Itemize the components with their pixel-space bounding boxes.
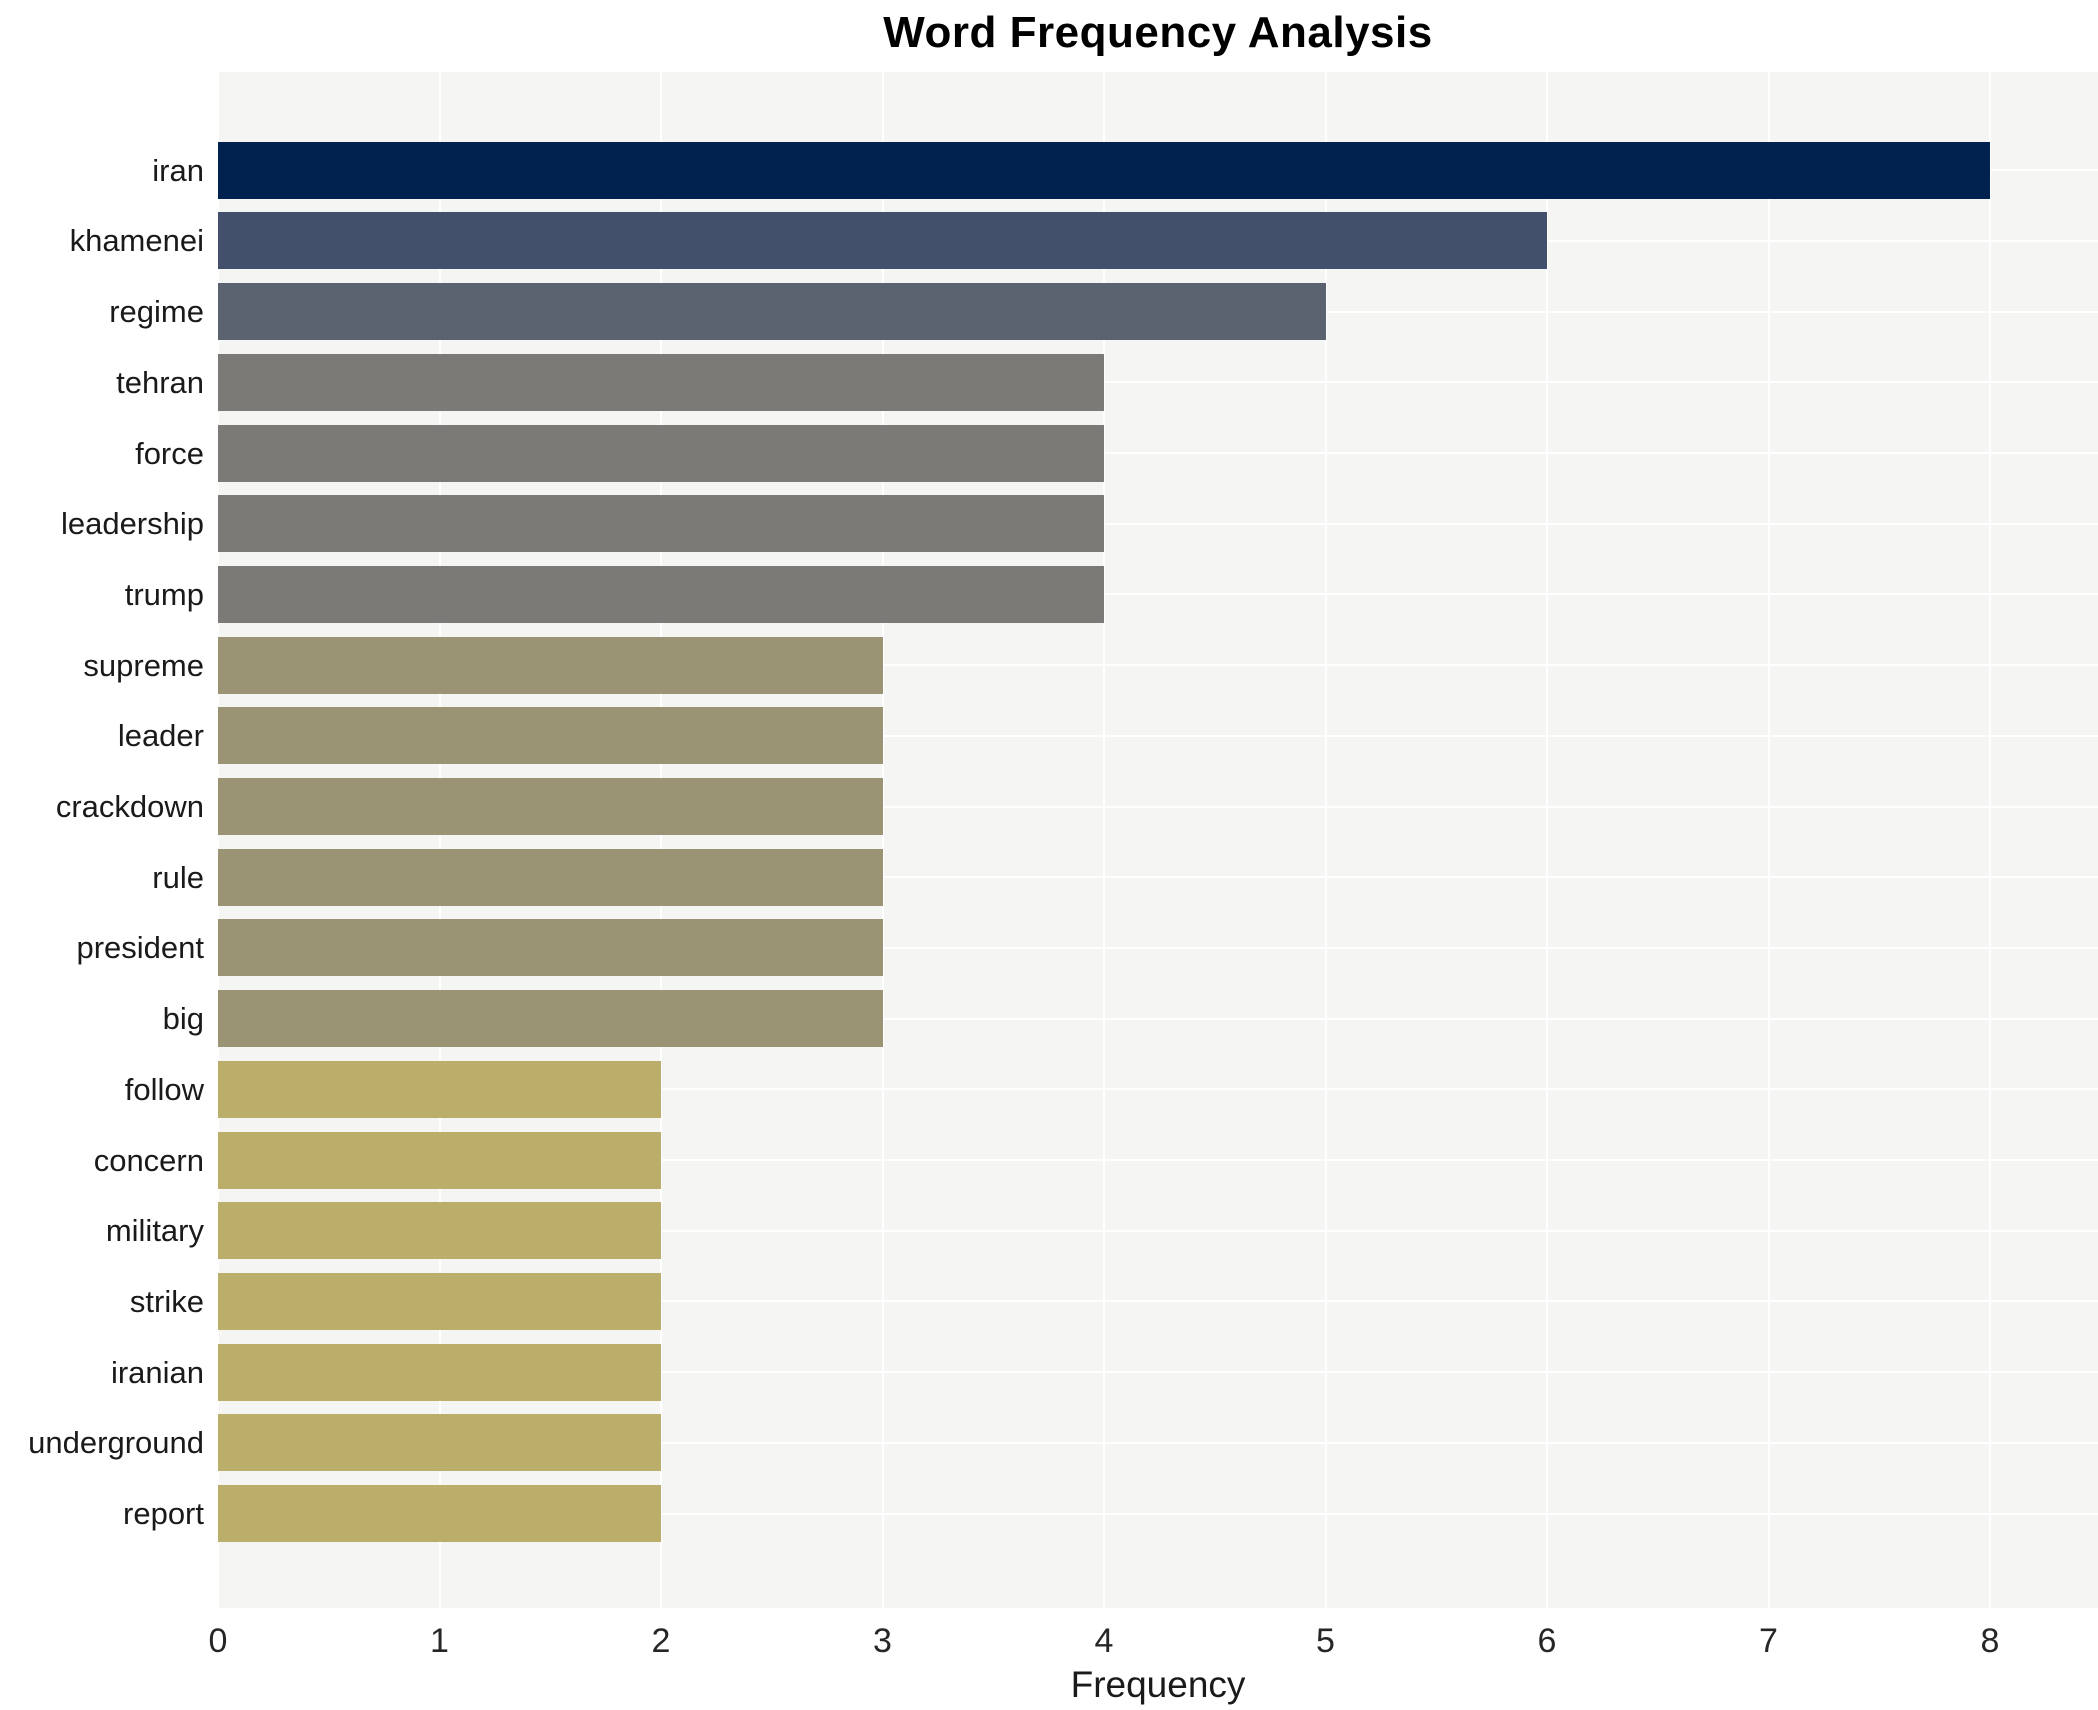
y-gridline-leader [218, 734, 2098, 737]
bar-tehran [218, 353, 1104, 411]
y-tick-label-president: president [76, 930, 204, 966]
x-tick-label-7: 7 [1759, 1622, 1778, 1660]
y-tick-label-supreme: supreme [83, 647, 204, 683]
bar-military [218, 1202, 661, 1260]
x-tick-label-4: 4 [1094, 1622, 1114, 1660]
x-axis-label: Frequency [1070, 1664, 1246, 1705]
bar-follow [218, 1060, 661, 1118]
y-tick-label-force: force [135, 435, 204, 471]
plot-area [217, 72, 2098, 1608]
y-gridline-follow [218, 1088, 2098, 1091]
y-tick-label-crackdown: crackdown [55, 789, 204, 824]
x-gridline-8 [1989, 72, 1991, 1608]
x-gridline-6 [1546, 72, 1548, 1608]
y-gridline-underground [218, 1441, 2098, 1444]
y-gridline-leadership [218, 522, 2098, 525]
x-tick-label-0: 0 [208, 1622, 228, 1660]
x-tick-label-3: 3 [873, 1622, 892, 1660]
y-gridline-rule [218, 876, 2098, 879]
y-tick-label-strike: strike [129, 1283, 204, 1319]
y-tick-label-trump: trump [124, 576, 204, 612]
x-gridline-1 [438, 72, 441, 1608]
x-tick-label-1: 1 [430, 1622, 449, 1660]
y-tick-label-rule: rule [152, 859, 204, 895]
y-tick-label-regime: regime [109, 294, 204, 330]
y-tick-label-military: military [105, 1213, 204, 1249]
bar-strike [218, 1272, 661, 1330]
y-tick-label-leadership: leadership [60, 506, 204, 542]
x-gridline-4 [1103, 72, 1105, 1608]
bar-iran [218, 141, 1990, 199]
y-gridline-report [218, 1512, 2098, 1515]
y-gridline-tehran [218, 381, 2098, 384]
x-gridline-2 [660, 72, 662, 1608]
y-tick-label-khamenei: khamenei [69, 223, 204, 259]
bar-president [218, 919, 883, 977]
bar-force [218, 424, 1104, 482]
x-tick-label-5: 5 [1316, 1622, 1335, 1660]
y-gridline-strike [218, 1300, 2098, 1303]
y-axis-labels: iran khamenei regime tehran force leadership t… [0, 72, 204, 1608]
x-axis-ticks: 0 1 2 3 4 5 6 7 8 [209, 1622, 2098, 1666]
y-gridline-big [218, 1017, 2098, 1020]
bar-rule [218, 848, 883, 906]
bar-iranian [218, 1343, 661, 1401]
bar-concern [218, 1131, 661, 1189]
bar-supreme [218, 636, 883, 694]
y-tick-label-concern: concern [93, 1142, 204, 1178]
y-gridline-concern [218, 1159, 2098, 1161]
bar-khamenei [218, 212, 1547, 270]
y-gridline-president [218, 946, 2098, 949]
y-tick-label-iran: iran [152, 152, 204, 188]
x-tick-label-6: 6 [1537, 1622, 1557, 1660]
y-gridline-supreme [218, 664, 2098, 667]
x-gridline-0 [217, 72, 219, 1608]
y-gridline-iranian [218, 1371, 2098, 1374]
y-gridline-crackdown [218, 805, 2098, 808]
bar-leader [218, 707, 883, 765]
chart-title: Word Frequency Analysis [883, 8, 1433, 57]
y-tick-label-leader: leader [117, 718, 204, 754]
bar-report [218, 1485, 661, 1542]
x-gridline-7 [1767, 72, 1770, 1608]
y-tick-label-report: report [123, 1496, 204, 1531]
y-gridline-trump [218, 593, 2098, 596]
bar-trump [218, 565, 1104, 623]
x-tick-label-8: 8 [1980, 1622, 2000, 1660]
y-tick-label-tehran: tehran [116, 364, 204, 400]
x-gridline-5 [1324, 72, 1327, 1608]
x-gridline-3 [881, 72, 884, 1608]
y-tick-label-underground: underground [28, 1425, 204, 1461]
x-tick-label-2: 2 [651, 1622, 671, 1660]
bar-big [218, 990, 883, 1048]
y-gridline-military [218, 1229, 2098, 1232]
y-tick-label-follow: follow [124, 1071, 204, 1107]
bar-crackdown [218, 778, 883, 835]
y-tick-label-big: big [162, 1001, 204, 1037]
y-tick-label-iranian: iranian [110, 1354, 204, 1390]
bar-underground [218, 1414, 661, 1472]
bar-regime [218, 283, 1326, 341]
y-gridline-force [218, 452, 2098, 454]
bar-leadership [218, 495, 1104, 553]
